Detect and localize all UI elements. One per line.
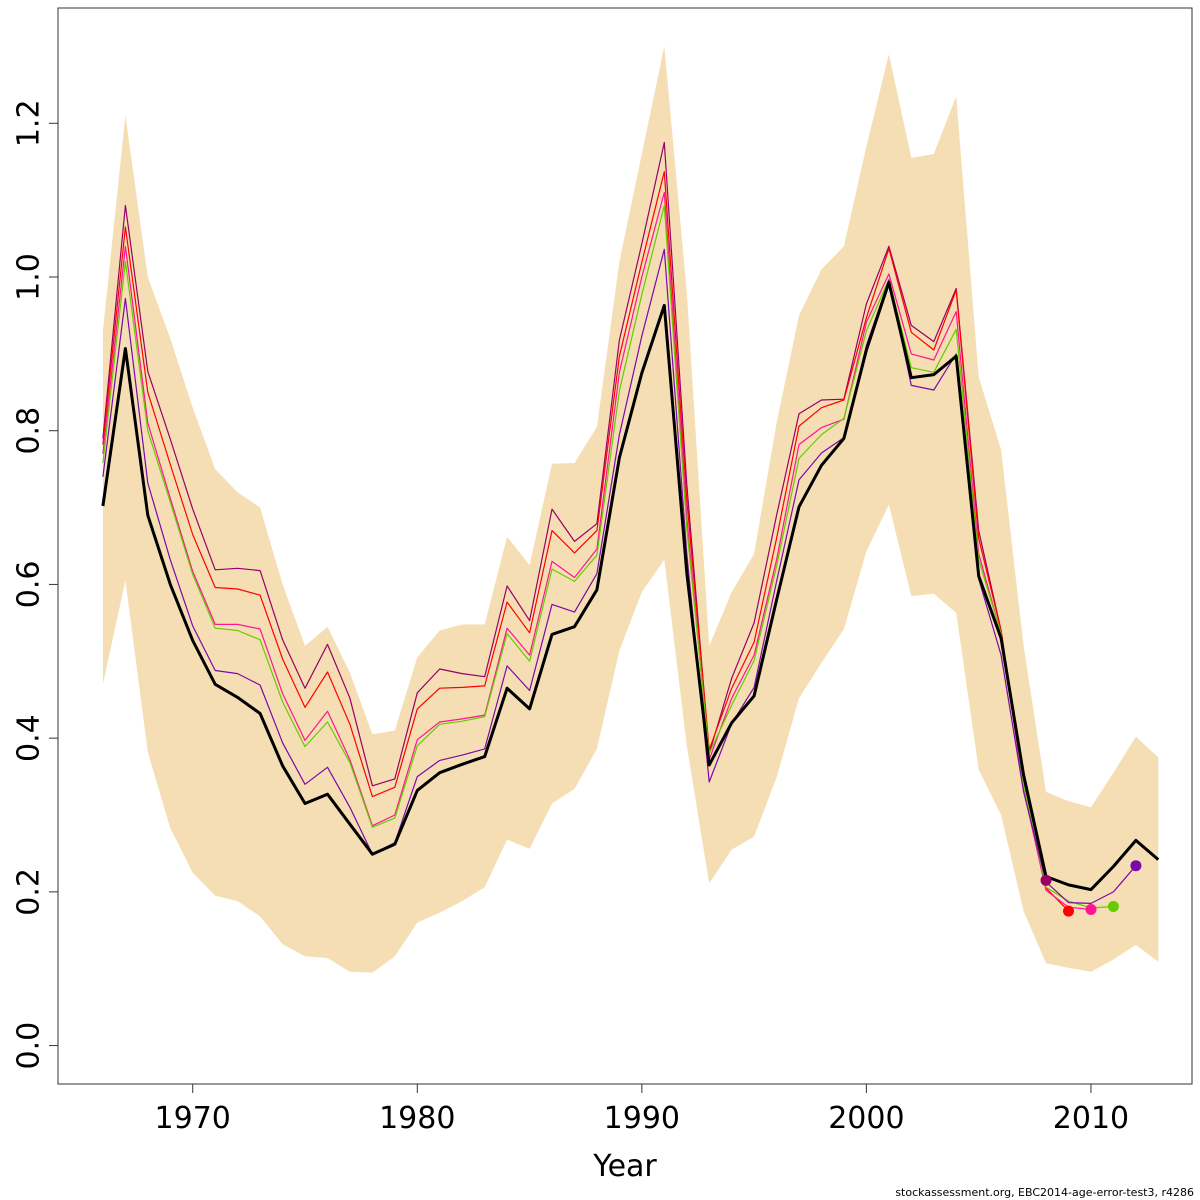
x-tick-label: 2010	[1053, 1101, 1129, 1136]
plot-area	[101, 46, 1160, 973]
x-tick-label: 2000	[828, 1101, 904, 1136]
x-tick-label: 1970	[155, 1101, 231, 1136]
y-tick-label: 0.8	[12, 407, 47, 455]
y-tick-label: 0.0	[11, 1022, 46, 1070]
confidence-band	[102, 46, 1159, 973]
series-line-retro-2	[102, 204, 1114, 909]
footer-note: stockassessment.org, EBC2014-age-error-t…	[895, 1186, 1194, 1199]
y-tick-label: 1.2	[11, 99, 46, 147]
y-tick-label: 0.4	[12, 714, 47, 762]
series-end-marker-4	[1063, 905, 1074, 917]
series-line-retro-4	[102, 171, 1069, 912]
series-line-retro-3	[102, 191, 1092, 911]
series-end-marker-1	[1130, 860, 1142, 872]
series-end-marker-3	[1085, 904, 1097, 915]
y-tick-label: 0.6	[12, 561, 47, 609]
y-tick-label: 1.0	[12, 253, 47, 301]
x-tick-label: 1980	[379, 1101, 455, 1136]
axes: 1970 1980 1990 2000 2010 0.0 0.2 0.4 0.6 0.8 1.0 1.…	[11, 99, 1129, 1136]
y-tick-label: 0.2	[11, 868, 46, 916]
series-line-base	[101, 280, 1160, 892]
series-end-marker-5	[1040, 874, 1052, 886]
x-tick-label: 1990	[604, 1101, 680, 1136]
series-line-retro-5	[102, 141, 1047, 881]
series-end-marker-2	[1107, 901, 1119, 912]
x-axis-title: Year	[592, 1149, 657, 1184]
